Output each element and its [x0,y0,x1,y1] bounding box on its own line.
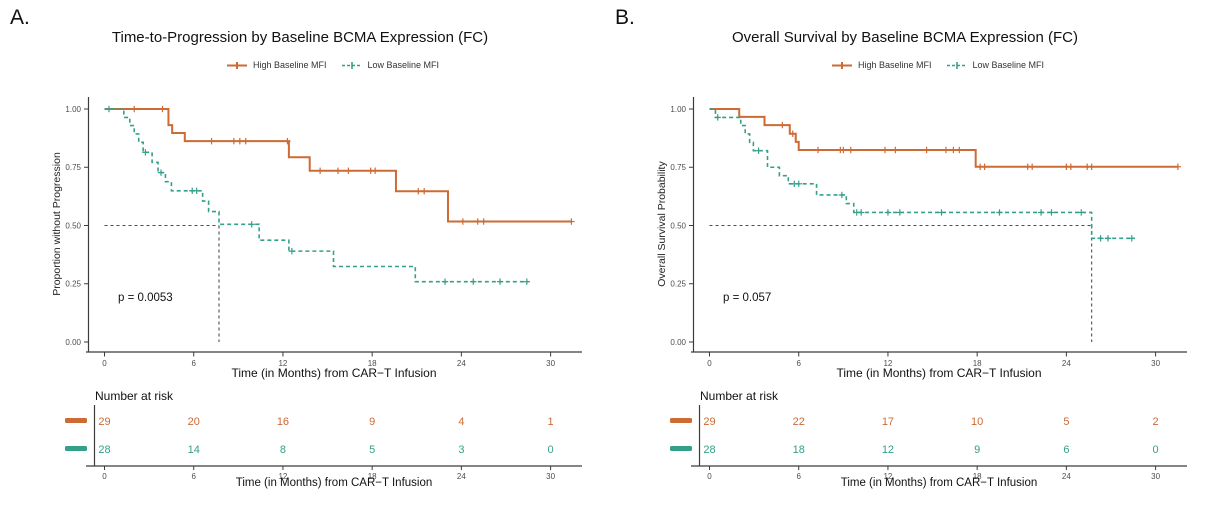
y-tick-label: 0.00 [670,338,686,347]
y-tick-label: 1.00 [65,105,81,114]
risk-x-tick-label: 18 [368,472,377,481]
risk-row-key [65,418,87,423]
x-tick-label: 6 [191,359,196,368]
y-tick-label: 0.75 [670,163,686,172]
risk-table: 29 20 16 9 4 128 14 8 5 3 00 6 12 18 24 30 [65,405,582,481]
risk-x-tick-label: 6 [796,472,801,481]
legend-item-low: Low Baseline MFI [341,60,440,70]
legend-key-low-icon [341,61,362,69]
risk-table: 29 22 17 10 5 2 28 18 12 9 6 0 0 6 12 18 24 30 [670,405,1187,481]
risk-count: 28 [703,444,715,456]
risk-count: 8 [280,444,286,456]
risk-count: 9 [369,416,375,428]
risk-x-tick-label: 6 [191,472,196,481]
risk-count: 3 [458,444,464,456]
risk-count: 4 [458,416,464,428]
p-value: p = 0.0053 [118,292,173,304]
number-at-risk-label: Number at risk [700,389,779,403]
risk-count: 6 [1063,444,1069,456]
risk-count: 2 [1153,416,1159,428]
number-at-risk-label: Number at risk [95,389,174,403]
panel-label-b: B. [615,6,635,29]
legend-label-low: Low Baseline MFI [972,60,1045,70]
risk-row-key [670,418,692,423]
y-tick-label: 0.50 [670,221,686,230]
x-tick-label: 18 [973,359,982,368]
risk-count: 28 [98,444,110,456]
risk-count: 18 [793,444,805,456]
km-curve [104,108,529,283]
km-curve [709,108,1135,240]
legend-item-high: High Baseline MFI [226,60,327,70]
x-tick-label: 0 [707,359,712,368]
risk-count: 14 [188,444,200,456]
x-tick-label: 18 [368,359,377,368]
legend-item-high: High Baseline MFI [831,60,932,70]
risk-count: 0 [548,444,554,456]
risk-x-tick-label: 0 [102,472,107,481]
x-tick-label: 6 [796,359,801,368]
risk-count: 17 [882,416,894,428]
legend-label-low: Low Baseline MFI [367,60,440,70]
panel-b: B. Overall Survival by Baseline BCMA Exp… [605,0,1210,516]
risk-x-tick-label: 12 [883,472,892,481]
km-curve [709,108,1178,168]
risk-count: 10 [971,416,983,428]
risk-count: 5 [1063,416,1069,428]
panel-title: Overall Survival by Baseline BCMA Expres… [732,29,1078,46]
x-tick-label: 0 [102,359,107,368]
risk-count: 16 [277,416,289,428]
risk-x-tick-label: 18 [973,472,982,481]
risk-count: 12 [882,444,894,456]
y-tick-label: 0.75 [65,163,81,172]
panel-label-a: A. [10,6,30,29]
legend: High Baseline MFI Low Baseline MFI [635,60,1210,70]
km-curve [104,108,572,223]
risk-x-axis-title: Time (in Months) from CAR−T Infusion [235,477,433,489]
x-axis-title: Time (in Months) from CAR−T Infusion [231,366,437,380]
risk-count: 9 [974,444,980,456]
risk-x-tick-label: 30 [546,472,555,481]
risk-count: 22 [793,416,805,428]
legend-key-low-icon [946,61,967,69]
legend-key-high-icon [831,61,852,69]
x-tick-label: 30 [546,359,555,368]
risk-count: 0 [1153,444,1159,456]
risk-x-tick-label: 30 [1151,472,1160,481]
risk-row-key [65,446,87,451]
legend-key-high-icon [226,61,247,69]
y-tick-label: 1.00 [670,105,686,114]
risk-row-key [670,446,692,451]
risk-x-tick-label: 24 [1062,472,1071,481]
x-tick-label: 30 [1151,359,1160,368]
risk-count: 5 [369,444,375,456]
y-tick-label: 0.00 [65,338,81,347]
risk-x-axis-title: Time (in Months) from CAR−T Infusion [840,477,1038,489]
risk-count: 29 [703,416,715,428]
km-plot: 0 6 12 18 24 30 0.00 0.25 0.50 0.75 1.00 [65,97,582,368]
legend-item-low: Low Baseline MFI [946,60,1045,70]
p-value: p = 0.057 [723,292,772,304]
risk-x-tick-label: 12 [278,472,287,481]
risk-count: 1 [548,416,554,428]
legend: High Baseline MFI Low Baseline MFI [30,60,635,70]
x-tick-label: 12 [278,359,287,368]
risk-x-tick-label: 0 [707,472,712,481]
y-tick-label: 0.25 [65,280,81,289]
risk-x-tick-label: 24 [457,472,466,481]
y-tick-label: 0.50 [65,221,81,230]
legend-label-high: High Baseline MFI [857,60,932,70]
risk-count: 20 [188,416,200,428]
x-tick-label: 24 [1062,359,1071,368]
y-tick-label: 0.25 [670,280,686,289]
panel-title: Time-to-Progression by Baseline BCMA Exp… [111,29,489,46]
panel-a: A. Time-to-Progression by Baseline BCMA … [10,6,582,489]
x-tick-label: 24 [457,359,466,368]
x-tick-label: 12 [883,359,892,368]
legend-label-high: High Baseline MFI [252,60,327,70]
x-axis-title: Time (in Months) from CAR−T Infusion [836,366,1042,380]
risk-count: 29 [98,416,110,428]
km-plot: 0 6 12 18 24 30 0.00 0.25 0.50 0.75 1.00 [670,97,1187,368]
